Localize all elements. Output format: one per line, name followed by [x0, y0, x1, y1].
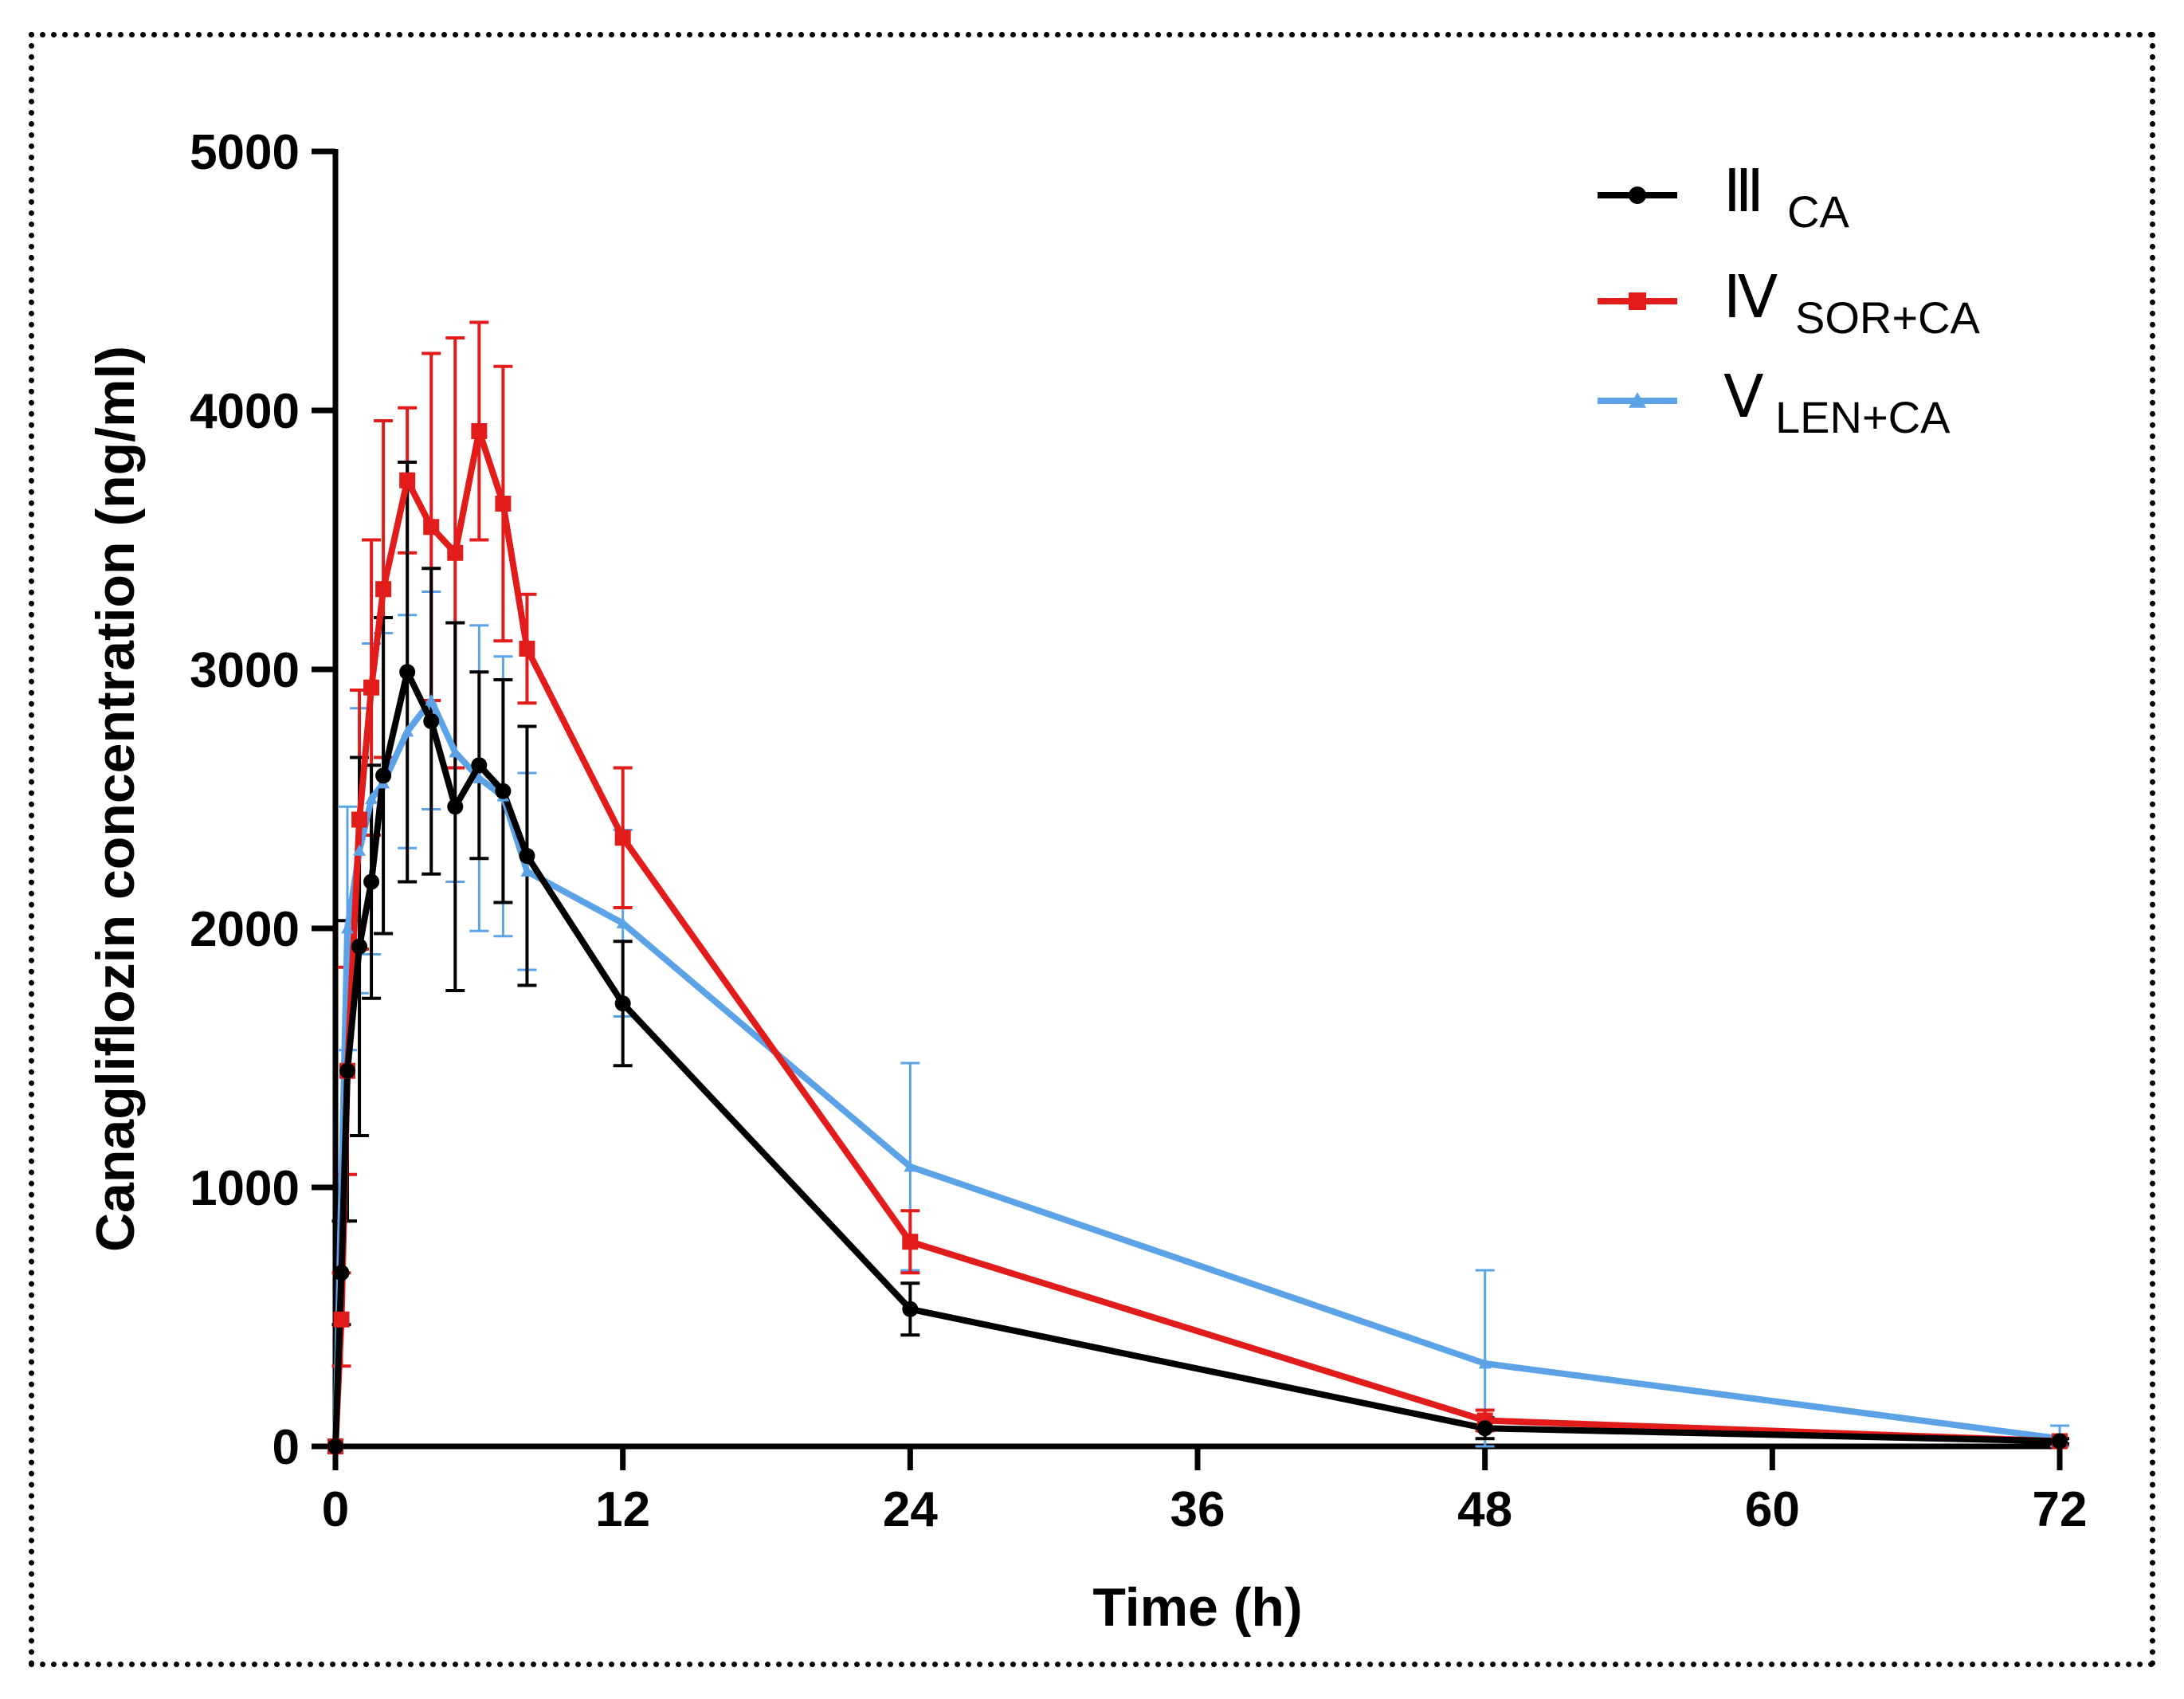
legend-marker-shape-1	[1629, 292, 1646, 310]
data-point-s0-4	[363, 873, 380, 890]
data-point-s0-3	[351, 938, 368, 955]
x-tick-label-0: 0	[322, 1482, 349, 1537]
data-point-s2-5	[401, 725, 414, 737]
data-point-s0-14	[1476, 1420, 1493, 1437]
y-tick-label-1: 1000	[190, 1161, 300, 1216]
data-point-s2-8	[472, 771, 486, 783]
legend-roman-2: Ⅴ	[1723, 365, 1764, 430]
data-point-s2-7	[449, 746, 462, 758]
data-point-s1-6	[399, 472, 416, 489]
dotted-frame	[29, 32, 2155, 1667]
legend-marker-shape-0	[1629, 186, 1646, 204]
data-point-s0-2	[339, 1062, 356, 1079]
legend-marker-1	[1629, 292, 1646, 310]
legend-roman-1: Ⅳ	[1723, 265, 1778, 331]
data-point-s2-3	[365, 792, 378, 804]
data-point-s0-12	[614, 995, 631, 1012]
data-point-s1-9	[471, 423, 488, 439]
data-point-s0-8	[447, 798, 464, 815]
data-point-s1-10	[495, 496, 512, 512]
legend-entry-1: Ⅳ SOR+CA	[1598, 265, 1980, 343]
data-point-s1-8	[447, 544, 464, 561]
legend: Ⅲ CA Ⅳ SOR+CA Ⅴ LEN+CA	[1598, 159, 1980, 442]
legend-marker-0	[1629, 186, 1646, 204]
series-line-1	[332, 428, 2060, 1447]
data-point-s2-10	[520, 865, 534, 877]
legend-marker-shape-2	[1629, 392, 1646, 408]
y-tick-label-5: 5000	[190, 125, 300, 180]
data-point-s0-15	[2052, 1433, 2068, 1450]
data-point-s2-1	[341, 922, 355, 934]
y-axis-title: Canagliflozin concentration (ng/ml)	[85, 346, 146, 1252]
data-point-s1-7	[423, 519, 440, 536]
legend-entry-2: Ⅴ LEN+CA	[1598, 365, 1951, 442]
legend-entry-0: Ⅲ CA	[1598, 159, 1849, 237]
data-point-s2-12	[904, 1160, 917, 1172]
x-tick-label-1: 12	[595, 1482, 650, 1537]
data-point-s2-11	[616, 916, 629, 928]
y-ticks: 0 1000 2000 3000 4000 5000	[190, 125, 335, 1475]
x-ticks: 0 12 24 36 48 60 72	[322, 1446, 2088, 1537]
data-point-s2-6	[425, 694, 438, 706]
y-tick-label-0: 0	[273, 1420, 300, 1475]
x-axis-title: Time (h)	[1092, 1577, 1302, 1638]
data-point-s1-5	[375, 581, 392, 598]
data-point-s2-2	[353, 844, 367, 856]
data-point-s1-13	[902, 1234, 919, 1250]
data-point-s0-1	[333, 1265, 350, 1281]
legend-subscript-1: SOR+CA	[1795, 292, 1980, 343]
data-point-s1-11	[519, 641, 535, 657]
data-point-s0-13	[902, 1301, 919, 1317]
legend-subscript-2: LEN+CA	[1775, 392, 1951, 442]
legend-marker-2	[1629, 392, 1646, 408]
legend-roman-0: Ⅲ	[1723, 159, 1764, 225]
data-point-s0-0	[327, 1438, 343, 1454]
x-tick-label-6: 72	[2033, 1482, 2088, 1537]
y-tick-label-4: 4000	[190, 384, 300, 439]
data-point-s1-3	[351, 811, 368, 828]
series-markers	[327, 423, 2068, 1454]
data-point-s1-1	[333, 1311, 350, 1328]
data-point-s0-10	[495, 783, 512, 799]
series-line-2	[332, 697, 2060, 1447]
data-point-s1-4	[363, 679, 380, 696]
data-point-s0-9	[471, 757, 488, 774]
error-bars	[331, 320, 2069, 1448]
data-point-s0-6	[399, 664, 416, 681]
axes	[332, 149, 2062, 1450]
x-tick-label-4: 48	[1457, 1482, 1512, 1537]
data-point-s0-5	[375, 767, 392, 784]
y-tick-label-3: 3000	[190, 643, 300, 698]
data-point-s1-12	[614, 830, 631, 846]
data-point-s2-13	[1478, 1357, 1492, 1369]
x-tick-label-2: 24	[883, 1482, 938, 1537]
y-tick-label-2: 2000	[190, 902, 300, 957]
x-tick-label-3: 36	[1170, 1482, 1225, 1537]
x-tick-label-5: 60	[1745, 1482, 1800, 1537]
series-line-0	[332, 669, 2060, 1447]
series-lines	[332, 428, 2060, 1447]
data-point-s0-7	[423, 713, 440, 729]
data-point-s0-11	[519, 848, 535, 864]
legend-subscript-0: CA	[1787, 186, 1849, 237]
